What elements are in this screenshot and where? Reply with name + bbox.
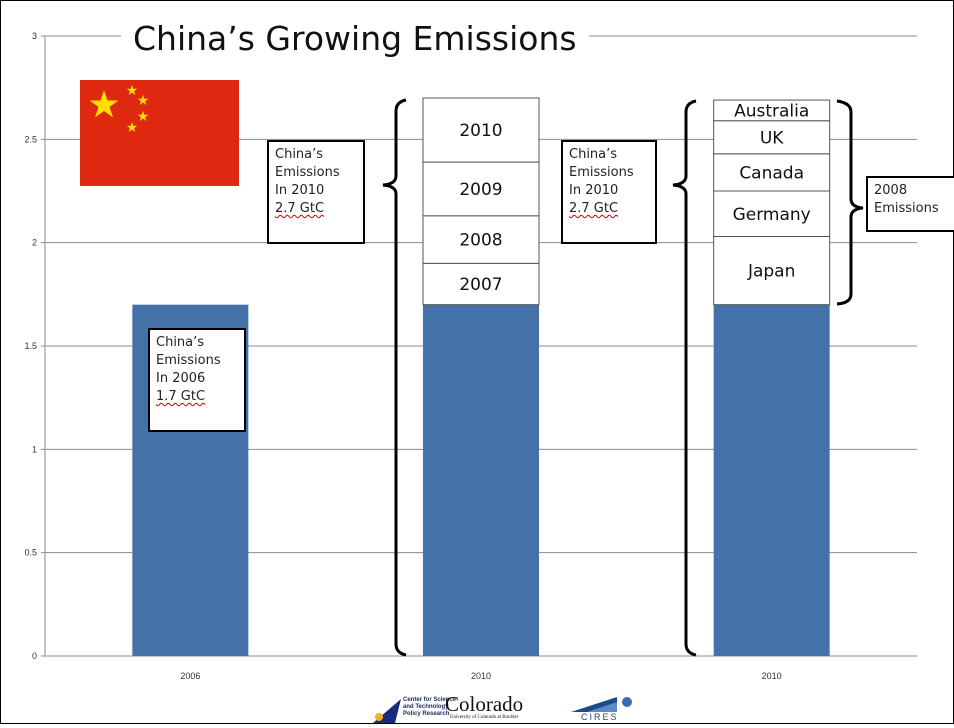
china-flag-icon xyxy=(80,80,239,186)
large-star-icon xyxy=(89,90,119,118)
callout-line: Emissions xyxy=(874,201,939,216)
callout-2008-emissions: 2008 Emissions xyxy=(866,176,954,232)
segment-label: 2008 xyxy=(459,231,502,251)
callout-line: China’s xyxy=(569,147,618,162)
csp-logo-line: Policy Research xyxy=(403,711,450,717)
callout-line: Emissions xyxy=(569,165,634,180)
cires-logo-text: CIRES xyxy=(581,712,619,722)
colorado-logo-text: Colorado xyxy=(445,692,524,716)
stacked-segment xyxy=(713,235,831,306)
segment-label: 2009 xyxy=(459,180,502,200)
stacked-segment xyxy=(713,153,831,192)
callout-line: 2008 xyxy=(874,183,908,198)
callout-line: Emissions xyxy=(156,353,221,368)
x-tick-label: 2010 xyxy=(762,671,782,681)
callout-line: In 2010 xyxy=(569,183,619,198)
callout-line: Emissions xyxy=(275,165,340,180)
small-star-icon xyxy=(126,122,138,132)
callout-line: 2.7 GtC xyxy=(569,201,619,216)
csp-logo-line: Center for Science xyxy=(403,697,457,703)
colorado-logo: Colorado University of Colorado at Bould… xyxy=(445,693,523,721)
callout-line: 1.7 GtC xyxy=(156,389,206,404)
stacked-segment xyxy=(422,161,540,217)
y-tick-label: 2 xyxy=(32,238,37,248)
segment-label: Japan xyxy=(747,262,795,282)
y-tick-label: 2.5 xyxy=(24,134,37,144)
y-tick-label: 3 xyxy=(32,31,37,41)
stacked-segment xyxy=(713,120,831,155)
callout-line: 2.7 GtC xyxy=(275,201,325,216)
small-star-icon xyxy=(137,95,149,105)
callout-2010-a: China’s Emissions In 2010 2.7 GtC xyxy=(267,140,365,244)
small-star-icon xyxy=(137,111,149,121)
y-tick-label: 1 xyxy=(32,444,37,454)
csp-logo-line: and Technology xyxy=(403,704,449,710)
small-star-icon xyxy=(126,85,138,95)
callout-line: In 2010 xyxy=(275,183,325,198)
segment-label: 2010 xyxy=(459,121,502,141)
braces xyxy=(382,98,864,657)
y-tick-label: 0 xyxy=(32,651,37,661)
segment-label: 2007 xyxy=(459,275,502,295)
segment-label: UK xyxy=(760,128,784,148)
bar xyxy=(713,304,830,656)
x-tick-label: 2006 xyxy=(180,671,200,681)
chart-title: China’s Growing Emissions xyxy=(121,19,589,59)
brace-2-icon xyxy=(672,99,697,657)
stacked-segment xyxy=(422,97,540,163)
y-tick-label: 0.5 xyxy=(24,548,37,558)
callout-line: In 2006 xyxy=(156,371,206,386)
callout-line: China’s xyxy=(275,147,324,162)
brace-3-icon xyxy=(836,99,864,306)
callout-line: China’s xyxy=(156,335,205,350)
csp-logo-icon xyxy=(373,699,401,723)
csp-logo: Center for Science and Technology Policy… xyxy=(373,697,456,728)
stacked-segment xyxy=(422,215,540,264)
stacked-segments: 2007 2008 2009 2010 Japan Germany Canada UK Aust… xyxy=(422,97,831,306)
segment-label: Germany xyxy=(733,205,811,225)
cires-logo: CIRES xyxy=(569,695,639,722)
stacked-segment xyxy=(713,99,831,122)
footer-logos: Center for Science and Technology Policy… xyxy=(1,693,954,725)
colorado-logo-subtext: University of Colorado at Boulder xyxy=(449,715,519,720)
cires-logo-icon xyxy=(571,697,632,712)
x-tick-label: 2010 xyxy=(471,671,491,681)
segment-label: Australia xyxy=(734,102,809,122)
callout-2010-b: China’s Emissions In 2010 2.7 GtC xyxy=(561,140,657,244)
callout-2006: China’s Emissions In 2006 1.7 GtC xyxy=(148,328,246,432)
y-tick-labels: 0 0.5 1 1.5 2 2.5 3 xyxy=(24,31,37,661)
brace-1-icon xyxy=(382,98,407,657)
bar xyxy=(423,304,539,656)
x-tick-labels: 2006 2010 2010 xyxy=(180,671,781,681)
stacked-segment xyxy=(422,262,540,306)
segment-label: Canada xyxy=(739,164,804,184)
y-tick-label: 1.5 xyxy=(24,341,37,351)
